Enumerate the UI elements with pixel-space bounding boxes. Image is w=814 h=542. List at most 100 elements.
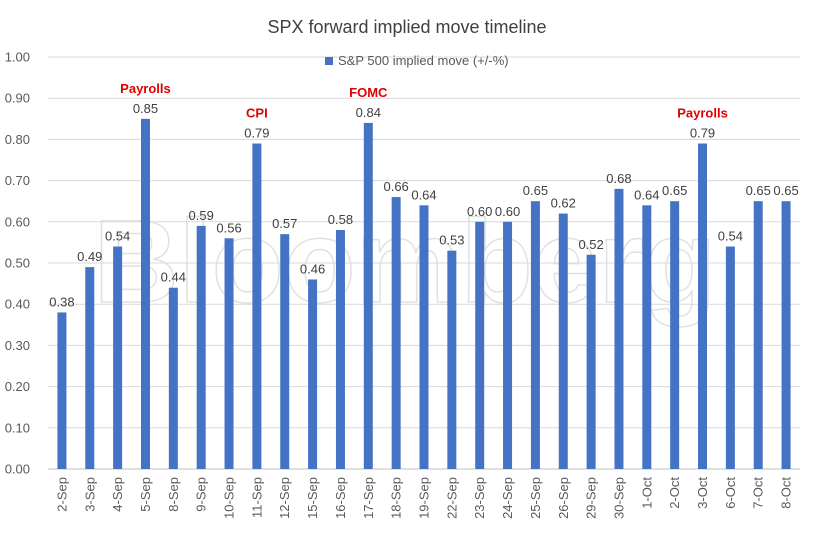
- bar: [252, 143, 262, 469]
- data-label: 0.68: [606, 171, 631, 186]
- event-annotations: Payrolls CPI FOMC Payrolls: [120, 81, 728, 121]
- y-tick-label: 0.90: [5, 91, 30, 106]
- data-label: 0.38: [49, 294, 74, 309]
- x-tick-label: 10-Sep: [222, 477, 237, 519]
- x-tick-label: 6-Oct: [723, 477, 738, 509]
- legend-label: S&P 500 implied move (+/-%): [338, 53, 509, 68]
- event-annotation: CPI: [246, 106, 268, 121]
- data-label: 0.65: [746, 183, 771, 198]
- data-label: 0.44: [161, 270, 186, 285]
- bar: [447, 250, 457, 469]
- x-tick-label: 12-Sep: [277, 477, 292, 519]
- x-tick-label: 8-Sep: [166, 477, 181, 512]
- x-tick-label: 24-Sep: [500, 477, 515, 519]
- bar: [781, 201, 791, 469]
- y-tick-label: 0.60: [5, 214, 30, 229]
- bar: [224, 238, 234, 469]
- data-label: 0.60: [495, 204, 520, 219]
- x-tick-label: 3-Oct: [695, 477, 710, 509]
- bar: [530, 201, 540, 469]
- x-tick-label: 11-Sep: [249, 477, 264, 518]
- event-annotation: FOMC: [349, 85, 388, 100]
- y-tick-label: 0.40: [5, 297, 30, 312]
- x-tick-label: 22-Sep: [444, 477, 459, 519]
- x-tick-label: 3-Sep: [82, 477, 97, 512]
- bar: [614, 188, 624, 469]
- event-annotation: Payrolls: [120, 81, 171, 96]
- bar: [670, 201, 680, 469]
- data-label: 0.60: [467, 204, 492, 219]
- bar: [753, 201, 763, 469]
- x-tick-label: 4-Sep: [110, 477, 125, 512]
- bar: [308, 279, 318, 469]
- x-tick-label: 1-Oct: [639, 477, 654, 509]
- data-labels: 0.380.490.540.850.440.590.560.790.570.46…: [49, 101, 798, 310]
- bar: [391, 197, 401, 469]
- bar: [558, 213, 568, 469]
- x-tick-label: 5-Sep: [138, 477, 153, 512]
- x-tick-label: 30-Sep: [611, 477, 626, 519]
- bar: [586, 254, 596, 469]
- data-label: 0.53: [439, 233, 464, 248]
- y-tick-label: 0.50: [5, 256, 30, 271]
- legend: S&P 500 implied move (+/-%): [325, 53, 509, 68]
- data-label: 0.56: [216, 220, 241, 235]
- y-tick-label: 0.10: [5, 420, 30, 435]
- x-tick-label: 23-Sep: [472, 477, 487, 519]
- chart-title: SPX forward implied move timeline: [267, 17, 546, 37]
- bar: [168, 287, 178, 469]
- bar: [419, 205, 429, 469]
- x-tick-label: 8-Oct: [779, 477, 794, 509]
- data-label: 0.52: [578, 237, 603, 252]
- bar: [363, 122, 373, 470]
- x-tick-label: 29-Sep: [584, 477, 599, 519]
- y-tick-label: 1.00: [5, 50, 30, 65]
- x-axis-ticks: 2-Sep 3-Sep 4-Sep 5-Sep 8-Sep 9-Sep 10-Sep 11-S…: [54, 477, 793, 519]
- data-label: 0.65: [523, 183, 548, 198]
- bar: [280, 234, 290, 469]
- bar: [140, 118, 150, 470]
- data-label: 0.59: [189, 208, 214, 223]
- x-tick-label: 7-Oct: [751, 477, 766, 509]
- data-label: 0.84: [356, 105, 381, 120]
- x-tick-label: 25-Sep: [528, 477, 543, 519]
- y-axis-ticks: 0.00 0.10 0.20 0.30 0.40 0.50 0.60 0.70 0.80 0.90…: [5, 50, 30, 477]
- y-tick-label: 0.70: [5, 173, 30, 188]
- bar: [475, 221, 485, 469]
- data-label: 0.85: [133, 101, 158, 116]
- x-tick-label: 26-Sep: [556, 477, 571, 519]
- data-label: 0.79: [244, 126, 269, 141]
- bar: [335, 230, 345, 469]
- x-tick-label: 17-Sep: [361, 477, 376, 519]
- x-tick-label: 2-Sep: [54, 477, 69, 512]
- bar: [85, 267, 95, 469]
- bar: [503, 221, 513, 469]
- data-label: 0.64: [411, 187, 436, 202]
- x-tick-label: 16-Sep: [333, 477, 348, 519]
- data-label: 0.79: [690, 126, 715, 141]
- y-tick-label: 0.00: [5, 462, 30, 477]
- data-label: 0.54: [105, 229, 130, 244]
- x-tick-label: 15-Sep: [305, 477, 320, 519]
- bar: [196, 225, 206, 469]
- bars: [57, 118, 791, 470]
- data-label: 0.64: [634, 187, 659, 202]
- x-tick-label: 2-Oct: [667, 477, 682, 509]
- bar: [113, 246, 123, 469]
- x-tick-label: 19-Sep: [417, 477, 432, 519]
- legend-swatch: [325, 57, 333, 65]
- data-label: 0.57: [272, 216, 297, 231]
- x-tick-label: 9-Sep: [194, 477, 209, 512]
- data-label: 0.65: [662, 183, 687, 198]
- data-label: 0.54: [718, 229, 743, 244]
- y-tick-label: 0.20: [5, 379, 30, 394]
- data-label: 0.49: [77, 249, 102, 264]
- y-tick-label: 0.80: [5, 132, 30, 147]
- event-annotation: Payrolls: [677, 106, 728, 121]
- bar: [642, 205, 652, 469]
- data-label: 0.66: [383, 179, 408, 194]
- data-label: 0.65: [773, 183, 798, 198]
- data-label: 0.46: [300, 261, 325, 276]
